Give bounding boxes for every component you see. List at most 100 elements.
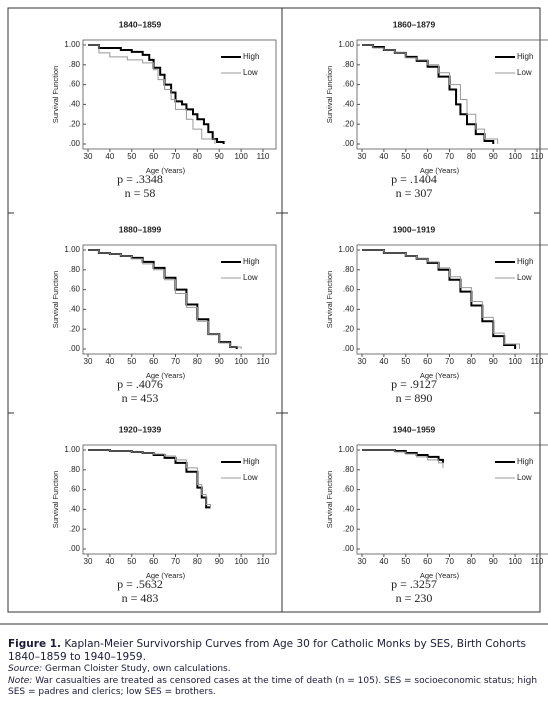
y-axis-label: Survival Function [51,66,60,124]
y-axis-label: Survival Function [325,471,334,529]
survival-curve [362,449,444,468]
x-tick-label: 90 [215,357,224,366]
source-text: German Cloister Study, own calculations. [45,664,231,675]
survival-curve [88,249,242,349]
x-tick-label: 90 [215,152,224,161]
note-line: Note: War casualties are treated as cens… [8,676,540,699]
y-tick-label: .20 [343,524,355,533]
caption-main: Figure 1. Kaplan-Meier Survivorship Curv… [8,638,540,664]
y-tick-label: .00 [69,139,81,148]
annotation: n = 890 [396,391,433,405]
y-tick-label: .40 [69,100,81,109]
x-tick-label: 30 [358,152,367,161]
x-tick-label: 50 [127,152,136,161]
survival-curve [88,44,216,144]
y-tick-label: 1.00 [338,245,354,254]
legend-label: Low [243,473,258,482]
x-tick-label: 40 [379,357,388,366]
x-tick-label: 110 [531,152,544,161]
annotation: p = .5632 [117,577,163,591]
x-tick-label: 50 [401,152,410,161]
annotation: p = .3348 [117,172,163,186]
legend-label: Low [517,473,532,482]
annotation: p = .1404 [391,172,437,186]
survival-curve [88,449,211,508]
annotation: p = .9127 [391,377,437,391]
legend-label: High [517,52,533,61]
y-tick-label: .00 [343,544,355,553]
legend-label: Low [243,68,258,77]
caption: Figure 1. Kaplan-Meier Survivorship Curv… [8,638,540,698]
y-tick-label: .20 [343,119,355,128]
x-tick-label: 60 [423,152,432,161]
figure: 1840–1859 Survival Function Age (Years) .00… [0,7,548,625]
note-text: War casualties are treated as censored c… [8,675,538,697]
legend-label: Low [243,273,258,282]
x-tick-label: 110 [257,357,270,366]
legend-label: Low [517,68,532,77]
x-tick-label: 100 [234,152,248,161]
chart-title: 1920–1939 [119,424,162,434]
x-tick-label: 60 [149,152,158,161]
y-tick-label: .20 [69,119,81,128]
annotation: n = 230 [396,591,433,605]
x-tick-label: 90 [489,152,498,161]
y-tick-label: 1.00 [64,445,80,454]
y-tick-label: .40 [343,305,355,314]
y-tick-label: .80 [69,265,81,274]
y-tick-label: .40 [69,505,81,514]
x-axis-label: Age (Years) [420,571,460,580]
y-tick-label: .60 [343,285,355,294]
y-tick-label: .60 [69,485,81,494]
y-tick-label: .40 [343,505,355,514]
x-tick-label: 70 [445,152,454,161]
plot-frame [82,39,277,150]
y-axis-label: Survival Function [51,471,60,529]
x-tick-label: 30 [84,152,93,161]
x-tick-label: 100 [508,152,522,161]
y-tick-label: 1.00 [64,40,80,49]
y-tick-label: .60 [343,485,355,494]
y-tick-label: .00 [69,544,81,553]
x-tick-label: 60 [423,557,432,566]
x-tick-label: 90 [489,357,498,366]
y-tick-label: .20 [69,324,81,333]
survival-curve [88,449,211,509]
x-tick-label: 70 [171,152,180,161]
annotation: n = 58 [125,186,156,200]
y-tick-label: .20 [343,324,355,333]
annotation: n = 307 [396,186,433,200]
x-tick-label: 70 [445,557,454,566]
source-label: Source: [8,664,43,675]
y-tick-label: .60 [69,285,81,294]
x-axis-label: Age (Years) [146,371,186,380]
chart-title: 1860–1879 [393,19,436,29]
chart-title: 1900–1919 [393,224,436,234]
x-tick-label: 70 [171,557,180,566]
x-tick-label: 60 [149,357,158,366]
x-tick-label: 80 [193,557,202,566]
x-tick-label: 70 [445,357,454,366]
x-tick-label: 110 [257,152,270,161]
plot-frame [356,444,548,555]
x-tick-label: 100 [234,357,248,366]
plot-frame [82,244,277,355]
x-tick-label: 30 [84,357,93,366]
y-tick-label: .80 [69,465,81,474]
x-tick-label: 110 [257,557,270,566]
y-tick-label: .80 [343,265,355,274]
x-axis-label: Age (Years) [420,166,460,175]
caption-text: Kaplan-Meier Survivorship Curves from Ag… [8,638,527,664]
x-tick-label: 40 [105,357,114,366]
survival-curve [88,44,225,144]
x-tick-label: 60 [149,557,158,566]
x-tick-label: 50 [401,557,410,566]
note-label: Note: [8,675,33,686]
y-axis-label: Survival Function [325,66,334,124]
x-tick-label: 50 [127,357,136,366]
y-tick-label: 1.00 [338,445,354,454]
annotation: p = .3257 [391,577,437,591]
x-tick-label: 110 [531,357,544,366]
legend-label: High [243,52,259,61]
x-tick-label: 30 [358,357,367,366]
